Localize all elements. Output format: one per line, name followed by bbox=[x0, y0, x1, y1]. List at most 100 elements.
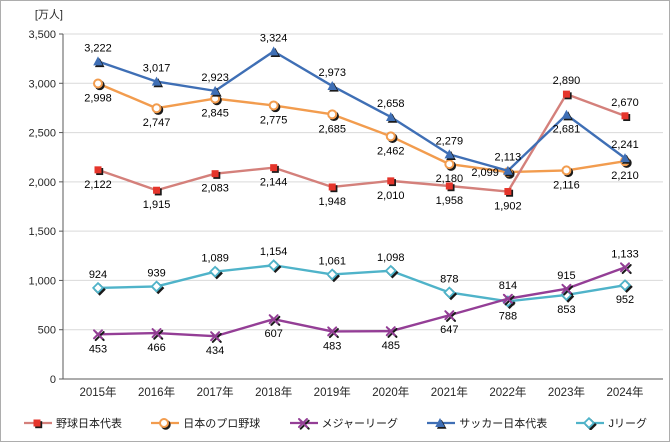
x-tick-label: 2019年 bbox=[314, 385, 351, 399]
baseball-japan-marker bbox=[153, 186, 162, 196]
legend-item-npb: 日本のプロ野球 bbox=[150, 415, 260, 431]
x-tick-label: 2016年 bbox=[138, 385, 175, 399]
data-label-npb: 2,998 bbox=[84, 92, 112, 104]
baseball-japan-marker bbox=[211, 170, 221, 179]
data-label-jleague: 853 bbox=[557, 304, 575, 316]
data-label-jleague: 939 bbox=[147, 267, 165, 279]
data-label-mlb: 483 bbox=[323, 340, 341, 352]
data-label-baseball-japan: 2,122 bbox=[84, 179, 112, 191]
soccer-japan-marker bbox=[151, 76, 164, 88]
data-label-soccer-japan: 2,113 bbox=[495, 152, 522, 164]
data-label-soccer-japan: 3,017 bbox=[143, 63, 171, 75]
jleague-marker bbox=[209, 265, 223, 280]
data-label-baseball-japan: 2,010 bbox=[377, 190, 405, 202]
y-tick-label: 500 bbox=[38, 325, 56, 337]
data-label-npb: 2,747 bbox=[143, 117, 171, 129]
data-label-jleague: 1,061 bbox=[318, 255, 346, 267]
npb-marker bbox=[561, 165, 574, 178]
data-label-baseball-japan: 1,958 bbox=[436, 195, 464, 207]
legend-item-baseball-japan: 野球日本代表 bbox=[23, 415, 122, 431]
jleague-marker bbox=[618, 279, 633, 293]
legend-soccer-japan-marker bbox=[435, 418, 447, 429]
y-tick-label: 0 bbox=[50, 374, 56, 386]
legend-marker-jleague bbox=[576, 416, 605, 430]
mlb-marker bbox=[327, 326, 339, 339]
data-label-baseball-japan: 1,915 bbox=[143, 199, 171, 211]
data-label-jleague: 924 bbox=[89, 269, 107, 281]
data-label-npb: 2,775 bbox=[260, 114, 288, 126]
soccer-japan-marker bbox=[385, 111, 398, 123]
data-label-jleague: 1,089 bbox=[201, 253, 229, 265]
x-tick-label: 2024年 bbox=[606, 385, 643, 399]
y-tick-label: 2,000 bbox=[28, 177, 56, 189]
mlb-marker bbox=[561, 283, 574, 296]
legend-marker-npb bbox=[151, 418, 180, 430]
x-tick-label: 2015年 bbox=[79, 385, 116, 399]
soccer-japan-marker bbox=[444, 149, 456, 161]
x-tick-label: 2022年 bbox=[489, 385, 526, 399]
data-label-baseball-japan: 1,948 bbox=[318, 196, 346, 208]
data-label-soccer-japan: 2,973 bbox=[318, 67, 346, 79]
x-tick-label: 2021年 bbox=[431, 385, 468, 399]
baseball-japan-marker bbox=[328, 183, 338, 193]
x-tick-label: 2017年 bbox=[197, 385, 234, 399]
data-label-npb: 2,845 bbox=[201, 108, 229, 120]
data-label-npb: 2,210 bbox=[611, 170, 639, 182]
legend-label: サッカー日本代表 bbox=[459, 418, 548, 430]
data-label-soccer-japan: 2,658 bbox=[377, 98, 405, 110]
data-label-baseball-japan: 2,670 bbox=[611, 97, 639, 109]
baseball-japan-marker bbox=[504, 188, 514, 197]
y-tick-label: 1,000 bbox=[28, 275, 56, 287]
data-label-baseball-japan: 1,902 bbox=[494, 201, 522, 213]
y-tick-label: 3,000 bbox=[28, 78, 56, 90]
x-tick-label: 2020年 bbox=[372, 385, 409, 399]
legend-mlb-marker bbox=[297, 418, 310, 430]
data-label-jleague: 952 bbox=[616, 294, 634, 306]
baseball-japan-marker bbox=[621, 112, 631, 122]
series-soccer-japan bbox=[93, 46, 632, 177]
legend-label: 日本のプロ野球 bbox=[183, 418, 261, 430]
legend-marker-soccer-japan bbox=[427, 418, 456, 429]
data-label-mlb: 915 bbox=[557, 270, 575, 282]
jleague-marker bbox=[326, 268, 340, 283]
y-tick-label: 3,500 bbox=[28, 29, 56, 41]
x-tick-label: 2023年 bbox=[548, 385, 585, 399]
jleague-marker bbox=[384, 264, 399, 279]
mlb-marker bbox=[268, 314, 281, 326]
legend-marker-mlb bbox=[289, 418, 318, 430]
legend-baseball-japan-marker bbox=[33, 419, 43, 429]
legend-item-mlb: メジャーリーグ bbox=[289, 415, 398, 431]
soccer-japan-marker bbox=[327, 80, 339, 92]
legend-label: 野球日本代表 bbox=[56, 418, 122, 430]
mlb-marker bbox=[385, 326, 398, 338]
npb-marker bbox=[444, 159, 457, 171]
mlb-marker bbox=[444, 310, 457, 322]
series-mlb bbox=[93, 262, 632, 343]
data-label-npb: 2,685 bbox=[318, 123, 346, 135]
legend-item-jleague: Jリーグ bbox=[575, 415, 647, 431]
baseball-japan-marker bbox=[270, 164, 279, 173]
soccer-japan-marker bbox=[620, 153, 632, 164]
data-label-npb: 2,099 bbox=[471, 167, 499, 179]
data-label-mlb: 607 bbox=[264, 328, 282, 340]
x-tick-label: 2018年 bbox=[255, 385, 292, 399]
data-label-mlb: 466 bbox=[147, 342, 165, 354]
data-label-jleague: 1,154 bbox=[260, 246, 288, 258]
series-jleague bbox=[91, 259, 633, 310]
mlb-marker bbox=[620, 262, 632, 275]
npb-marker bbox=[151, 103, 164, 115]
mlb-marker bbox=[210, 331, 222, 343]
npb-marker bbox=[327, 109, 339, 122]
data-label-mlb: 434 bbox=[206, 345, 224, 357]
baseball-japan-marker bbox=[562, 90, 572, 100]
mlb-marker bbox=[93, 329, 105, 342]
data-label-mlb: 1,133 bbox=[611, 248, 639, 260]
mlb-marker bbox=[151, 328, 164, 340]
data-label-npb: 2,180 bbox=[436, 173, 464, 185]
baseball-japan-marker bbox=[94, 166, 104, 176]
jleague-marker bbox=[267, 259, 282, 274]
data-label-mlb: 647 bbox=[440, 324, 458, 336]
baseball-japan-marker bbox=[387, 177, 396, 187]
y-tick-label: 2,500 bbox=[28, 128, 56, 140]
